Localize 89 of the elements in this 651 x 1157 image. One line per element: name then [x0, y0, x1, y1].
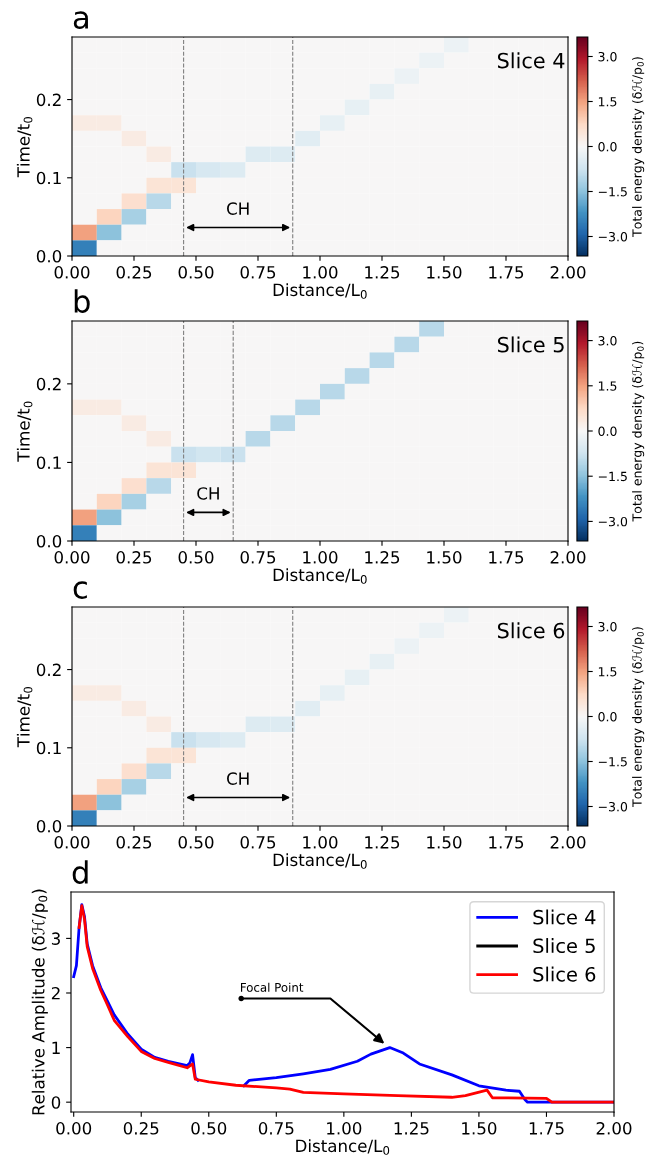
color-bar-label: 0.0 — [598, 141, 617, 152]
y-tick-label: 0.0 — [36, 819, 62, 833]
color-bar-label: 0.0 — [598, 426, 617, 436]
annotation: Slice 5 — [497, 336, 564, 353]
x-tick-label: 2.00 — [550, 266, 586, 279]
y-tick-label: 0.1 — [36, 456, 61, 469]
x-tick-label: 0.50 — [178, 551, 214, 564]
y-axis-title: Time/t$_{0}$ — [16, 686, 33, 748]
x-tick-label: 1.00 — [303, 551, 338, 564]
x-tick-label: 0.25 — [116, 266, 152, 279]
color-bar-label: 3.0 — [598, 621, 617, 632]
x-tick-label: 1.75 — [489, 551, 524, 564]
annotation: Slice 6 — [497, 622, 565, 639]
x-tick-label: 1.50 — [462, 1122, 497, 1135]
chart-title: a — [73, 11, 88, 29]
legend-label: Slice 4 — [533, 909, 596, 925]
chart-title: b — [74, 289, 90, 313]
color-bar-label: −1.5 — [598, 757, 627, 767]
x-tick-label: 0.00 — [54, 551, 90, 564]
color-bar-label: 1.5 — [598, 667, 617, 677]
color-bar-label: 1.5 — [598, 381, 617, 391]
x-tick-label: 0.75 — [258, 1122, 294, 1135]
x-tick-label: 1.00 — [303, 836, 338, 849]
y-axis-title: Time/t$_{0}$ — [16, 116, 33, 178]
y-tick-label: 0.2 — [36, 377, 61, 391]
legend-label: Slice 6 — [533, 966, 596, 982]
annotation: Focal Point — [241, 982, 304, 992]
y-tick-label: 3 — [51, 932, 60, 945]
legend-label: Slice 5 — [533, 938, 595, 954]
annotation: CH — [227, 772, 249, 785]
y-tick-label: 0.0 — [36, 249, 62, 263]
x-tick-label: 1.25 — [365, 836, 400, 849]
x-tick-label: 1.75 — [489, 266, 524, 279]
x-tick-label: 1.25 — [365, 266, 400, 279]
y-tick-label: 0.1 — [36, 741, 61, 755]
color-bar-label: −1.5 — [598, 187, 627, 197]
x-tick-label: 0.00 — [56, 1122, 92, 1135]
x-tick-label: 0.25 — [116, 551, 152, 564]
y-tick-label: 2 — [51, 986, 60, 1000]
y-tick-label: 0.2 — [36, 93, 61, 107]
x-axis-title: Distance/L$_{0}$ — [273, 568, 367, 584]
y-tick-label: 0 — [51, 1096, 61, 1109]
color-bar-label: 3.0 — [598, 336, 617, 346]
y-tick-label: 0.0 — [36, 534, 62, 548]
x-tick-label: 1.50 — [427, 836, 462, 849]
x-tick-label: 0.00 — [54, 836, 90, 849]
color-bar-label: −3.0 — [598, 516, 628, 527]
x-tick-label: 0.75 — [240, 836, 276, 849]
x-tick-label: 1.75 — [489, 836, 524, 849]
x-tick-label: 0.25 — [123, 1122, 159, 1135]
color-bar-title: Total energy density (δℋ/p$_{0}$) — [632, 57, 645, 237]
color-bar-label: 1.5 — [598, 97, 617, 107]
x-axis-title: Distance/L$_{0}$ — [273, 853, 367, 869]
x-tick-label: 1.50 — [427, 551, 462, 564]
y-axis-title: Time/t$_{0}$ — [16, 401, 33, 462]
color-bar-label: −3.0 — [598, 801, 628, 812]
x-tick-label: 2.00 — [550, 551, 586, 564]
color-bar-label: −3.0 — [598, 231, 628, 242]
y-tick-label: 0.1 — [36, 171, 61, 185]
x-tick-label: 0.75 — [240, 551, 276, 564]
x-tick-label: 1.50 — [427, 266, 462, 279]
x-tick-label: 1.00 — [303, 266, 338, 279]
y-tick-label: 1 — [52, 1041, 60, 1054]
color-bar-label: −1.5 — [598, 471, 627, 482]
x-tick-label: 0.75 — [240, 266, 276, 279]
chart-title: d — [72, 860, 88, 884]
annotation: CH — [197, 487, 219, 500]
color-bar-label: 3.0 — [598, 51, 617, 62]
x-tick-label: 0.50 — [191, 1122, 227, 1135]
annotation: Slice 4 — [497, 52, 565, 69]
x-tick-label: 0.50 — [178, 266, 214, 279]
x-tick-label: 1.75 — [529, 1122, 564, 1135]
x-tick-label: 1.00 — [327, 1122, 362, 1135]
color-bar-title: Total energy density (δℋ/p$_{0}$) — [632, 341, 645, 522]
x-tick-label: 1.25 — [394, 1122, 429, 1135]
x-tick-label: 2.00 — [596, 1122, 632, 1135]
color-bar-title: Total energy density (δℋ/p$_{0}$) — [632, 627, 645, 807]
x-tick-label: 1.25 — [365, 551, 400, 564]
x-tick-label: 2.00 — [550, 836, 586, 849]
x-axis-title: Distance/L$_{0}$ — [296, 1139, 390, 1155]
y-axis-title: Relative Amplitude (δℋ/p$_{0}$) — [31, 889, 48, 1115]
color-bar-label: 0.0 — [598, 711, 617, 722]
x-tick-label: 0.50 — [178, 836, 214, 849]
annotation: CH — [227, 202, 249, 215]
x-axis-title: Distance/L$_{0}$ — [273, 283, 367, 299]
chart-title: c — [73, 581, 87, 599]
x-tick-label: 0.00 — [54, 266, 90, 279]
y-tick-label: 0.2 — [36, 663, 61, 677]
x-tick-label: 0.25 — [116, 836, 152, 849]
